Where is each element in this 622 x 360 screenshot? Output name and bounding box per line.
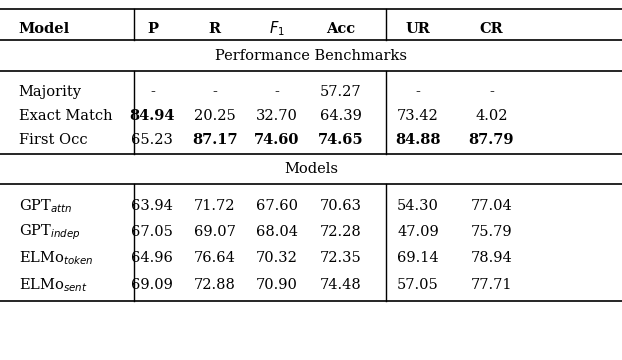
Text: 70.90: 70.90 bbox=[256, 278, 298, 292]
Text: 57.27: 57.27 bbox=[320, 85, 361, 99]
Text: R: R bbox=[208, 22, 221, 36]
Text: 67.60: 67.60 bbox=[256, 199, 298, 213]
Text: 75.79: 75.79 bbox=[471, 225, 512, 239]
Text: 67.05: 67.05 bbox=[131, 225, 174, 239]
Text: Model: Model bbox=[19, 22, 70, 36]
Text: -: - bbox=[212, 85, 217, 99]
Text: -: - bbox=[150, 85, 155, 99]
Text: 84.94: 84.94 bbox=[129, 109, 175, 123]
Text: 69.07: 69.07 bbox=[193, 225, 236, 239]
Text: 68.04: 68.04 bbox=[256, 225, 298, 239]
Text: 69.14: 69.14 bbox=[397, 252, 439, 265]
Text: 72.35: 72.35 bbox=[320, 252, 362, 265]
Text: 47.09: 47.09 bbox=[397, 225, 439, 239]
Text: 72.28: 72.28 bbox=[320, 225, 362, 239]
Text: CR: CR bbox=[480, 22, 503, 36]
Text: Exact Match: Exact Match bbox=[19, 109, 113, 123]
Text: Performance Benchmarks: Performance Benchmarks bbox=[215, 49, 407, 63]
Text: 77.04: 77.04 bbox=[470, 199, 513, 213]
Text: 63.94: 63.94 bbox=[131, 199, 174, 213]
Text: 74.48: 74.48 bbox=[320, 278, 362, 292]
Text: Acc: Acc bbox=[327, 22, 355, 36]
Text: 76.64: 76.64 bbox=[193, 252, 236, 265]
Text: P: P bbox=[147, 22, 158, 36]
Text: 32.70: 32.70 bbox=[256, 109, 298, 123]
Text: $F_1$: $F_1$ bbox=[269, 19, 285, 38]
Text: 73.42: 73.42 bbox=[397, 109, 439, 123]
Text: 87.17: 87.17 bbox=[192, 133, 238, 147]
Text: 65.23: 65.23 bbox=[131, 133, 174, 147]
Text: GPT$_{attn}$: GPT$_{attn}$ bbox=[19, 197, 72, 215]
Text: 87.79: 87.79 bbox=[468, 133, 514, 147]
Text: 64.96: 64.96 bbox=[131, 252, 174, 265]
Text: 84.88: 84.88 bbox=[395, 133, 441, 147]
Text: 54.30: 54.30 bbox=[397, 199, 439, 213]
Text: 69.09: 69.09 bbox=[131, 278, 174, 292]
Text: 72.88: 72.88 bbox=[193, 278, 236, 292]
Text: 77.71: 77.71 bbox=[471, 278, 512, 292]
Text: 57.05: 57.05 bbox=[397, 278, 439, 292]
Text: -: - bbox=[489, 85, 494, 99]
Text: -: - bbox=[274, 85, 279, 99]
Text: 78.94: 78.94 bbox=[470, 252, 513, 265]
Text: 20.25: 20.25 bbox=[193, 109, 236, 123]
Text: 71.72: 71.72 bbox=[194, 199, 235, 213]
Text: 70.63: 70.63 bbox=[320, 199, 362, 213]
Text: 64.39: 64.39 bbox=[320, 109, 362, 123]
Text: -: - bbox=[415, 85, 420, 99]
Text: ELMo$_{token}$: ELMo$_{token}$ bbox=[19, 249, 93, 267]
Text: First Occ: First Occ bbox=[19, 133, 87, 147]
Text: UR: UR bbox=[406, 22, 430, 36]
Text: Majority: Majority bbox=[19, 85, 81, 99]
Text: 70.32: 70.32 bbox=[256, 252, 298, 265]
Text: 74.65: 74.65 bbox=[318, 133, 364, 147]
Text: 74.60: 74.60 bbox=[254, 133, 299, 147]
Text: 4.02: 4.02 bbox=[475, 109, 508, 123]
Text: ELMo$_{sent}$: ELMo$_{sent}$ bbox=[19, 276, 88, 294]
Text: GPT$_{indep}$: GPT$_{indep}$ bbox=[19, 222, 80, 242]
Text: Models: Models bbox=[284, 162, 338, 176]
